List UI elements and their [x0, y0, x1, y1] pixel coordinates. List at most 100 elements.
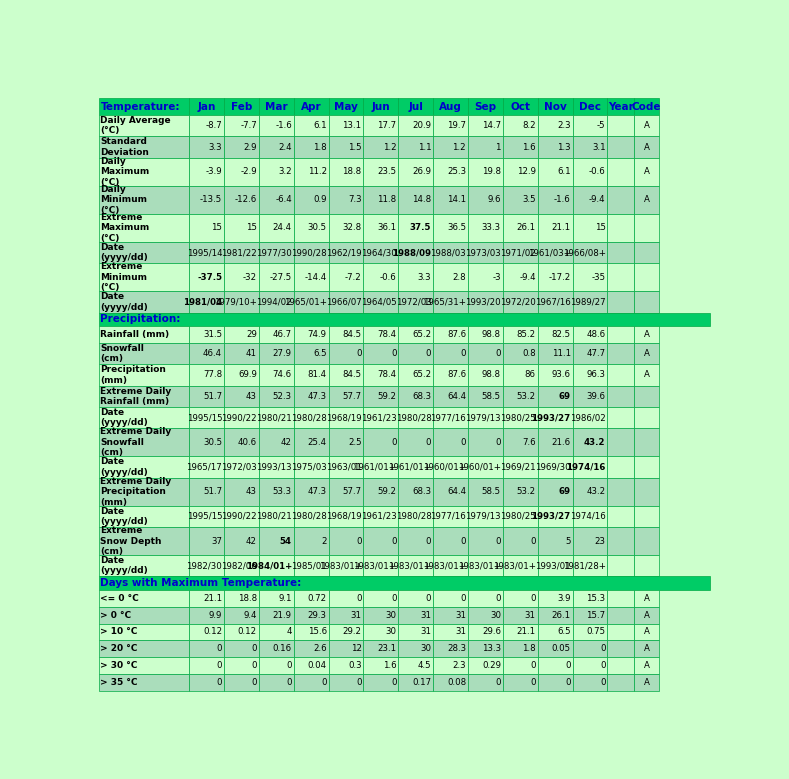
Bar: [259, 674, 294, 691]
Text: 13.1: 13.1: [342, 122, 361, 130]
Text: Precipitation
(mm): Precipitation (mm): [100, 365, 166, 385]
Text: Snowfall
(cm): Snowfall (cm): [100, 344, 144, 363]
Text: 15: 15: [595, 224, 605, 232]
Bar: [328, 506, 364, 527]
Text: 0: 0: [391, 349, 396, 358]
Bar: [328, 607, 364, 623]
Bar: [433, 263, 468, 291]
Bar: [573, 214, 608, 242]
Bar: [608, 478, 634, 506]
Bar: [364, 115, 398, 136]
Text: 4.5: 4.5: [417, 661, 432, 670]
Bar: [608, 242, 634, 263]
Bar: [364, 291, 398, 312]
Bar: [608, 186, 634, 214]
Bar: [328, 186, 364, 214]
Bar: [328, 674, 364, 691]
Text: 20.9: 20.9: [413, 122, 432, 130]
Bar: [573, 674, 608, 691]
Text: -9.4: -9.4: [589, 196, 605, 204]
Bar: [294, 242, 328, 263]
Text: A: A: [644, 594, 649, 603]
Bar: [328, 136, 364, 158]
Text: 1981/28+: 1981/28+: [563, 561, 605, 570]
Bar: [224, 428, 259, 456]
Text: 53.2: 53.2: [517, 487, 536, 496]
Text: 1993/20: 1993/20: [466, 298, 501, 306]
Bar: [468, 407, 503, 428]
Text: 1995/14: 1995/14: [186, 248, 222, 257]
Text: -13.5: -13.5: [200, 196, 222, 204]
Text: Date
(yyyy/dd): Date (yyyy/dd): [100, 506, 148, 526]
Bar: [224, 623, 259, 640]
Text: 0: 0: [530, 678, 536, 687]
Bar: [364, 158, 398, 186]
Bar: [433, 365, 468, 386]
Bar: [433, 136, 468, 158]
Bar: [224, 365, 259, 386]
Text: 98.8: 98.8: [482, 330, 501, 339]
Bar: [99, 136, 189, 158]
Text: 87.6: 87.6: [447, 371, 466, 379]
Bar: [99, 115, 189, 136]
Bar: [364, 506, 398, 527]
Text: 0: 0: [530, 537, 536, 545]
Text: 21.1: 21.1: [517, 627, 536, 636]
Text: 43.2: 43.2: [586, 487, 605, 496]
Text: Date
(yyyy/dd): Date (yyyy/dd): [100, 243, 148, 263]
Bar: [259, 657, 294, 674]
Bar: [608, 506, 634, 527]
Text: 1990/22: 1990/22: [222, 413, 257, 422]
Text: 1961/01+: 1961/01+: [353, 463, 396, 471]
Bar: [294, 478, 328, 506]
Bar: [573, 640, 608, 657]
Bar: [468, 386, 503, 407]
Text: 30.5: 30.5: [308, 224, 327, 232]
Bar: [328, 365, 364, 386]
Bar: [608, 115, 634, 136]
Bar: [468, 506, 503, 527]
Bar: [189, 657, 224, 674]
Bar: [189, 115, 224, 136]
Text: 0: 0: [286, 678, 292, 687]
Bar: [189, 555, 224, 576]
Text: 0: 0: [565, 678, 570, 687]
Bar: [259, 214, 294, 242]
Bar: [503, 428, 537, 456]
Text: 1988/03: 1988/03: [430, 248, 466, 257]
Bar: [99, 428, 189, 456]
Text: 15.6: 15.6: [308, 627, 327, 636]
Bar: [537, 456, 573, 478]
Text: Daily
Minimum
(°C): Daily Minimum (°C): [100, 185, 148, 215]
Text: 1982/30: 1982/30: [186, 561, 222, 570]
Text: A: A: [644, 627, 649, 636]
Bar: [503, 158, 537, 186]
Bar: [398, 623, 433, 640]
Bar: [99, 607, 189, 623]
Text: 9.9: 9.9: [209, 611, 222, 619]
Text: Sep: Sep: [474, 102, 496, 111]
Bar: [634, 263, 659, 291]
Bar: [398, 506, 433, 527]
Bar: [189, 623, 224, 640]
Text: 1974/16: 1974/16: [567, 463, 605, 471]
Bar: [468, 158, 503, 186]
Text: 26.1: 26.1: [552, 611, 570, 619]
Bar: [503, 386, 537, 407]
Text: 1979/10+: 1979/10+: [214, 298, 257, 306]
Bar: [398, 657, 433, 674]
Bar: [503, 640, 537, 657]
Bar: [468, 343, 503, 365]
Text: A: A: [644, 196, 649, 204]
Bar: [328, 640, 364, 657]
Text: -32: -32: [243, 273, 257, 282]
Text: 0: 0: [600, 661, 605, 670]
Text: 0: 0: [356, 594, 361, 603]
Text: 1971/02: 1971/02: [500, 248, 536, 257]
Bar: [537, 263, 573, 291]
Text: 1973/03: 1973/03: [466, 248, 501, 257]
Bar: [634, 590, 659, 607]
Text: 1982/06: 1982/06: [221, 561, 257, 570]
Text: Extreme Daily
Rainfall (mm): Extreme Daily Rainfall (mm): [100, 386, 172, 406]
Bar: [537, 186, 573, 214]
